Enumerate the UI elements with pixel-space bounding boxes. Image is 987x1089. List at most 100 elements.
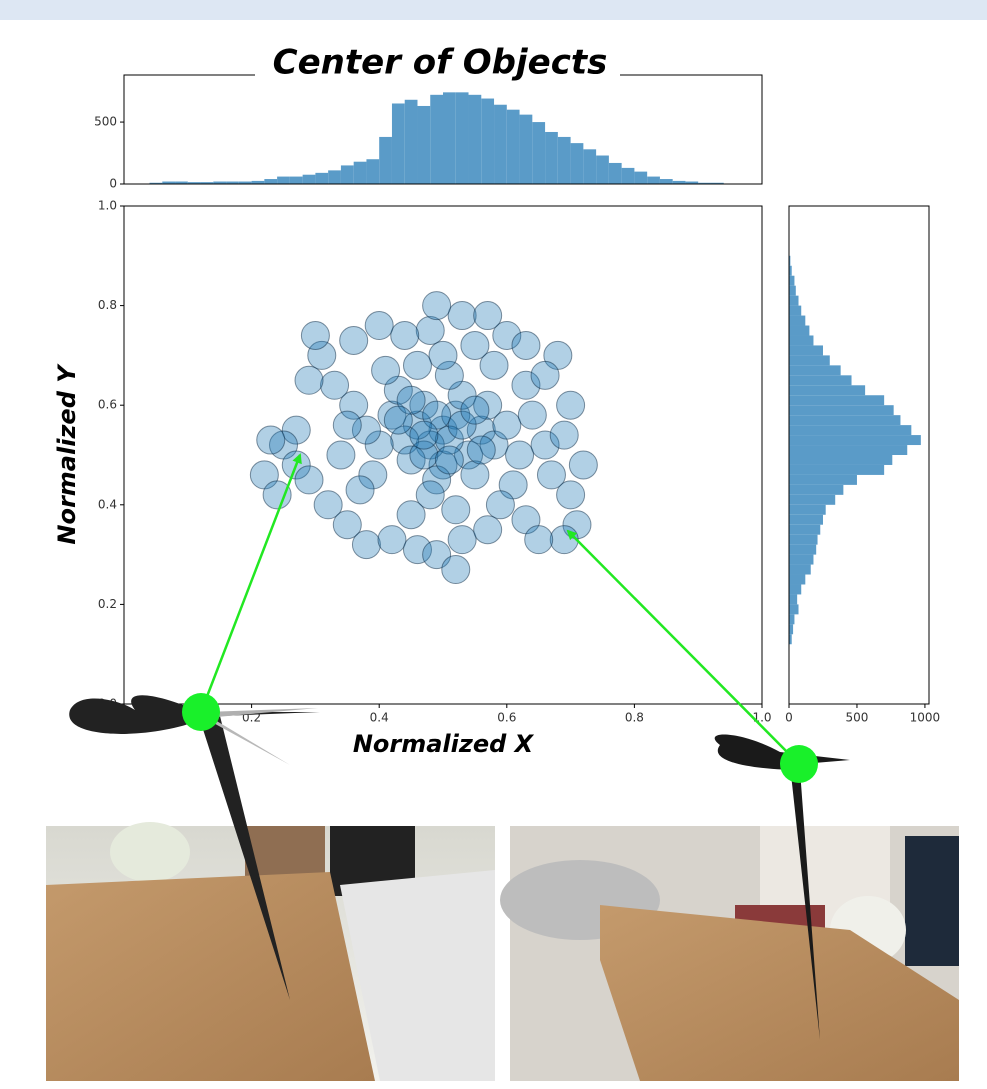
bar <box>596 156 609 184</box>
x-tick-label: 0.8 <box>625 711 644 725</box>
bar <box>789 375 852 385</box>
bar <box>532 122 545 184</box>
bar <box>789 465 884 475</box>
point <box>263 481 291 509</box>
bar <box>660 179 673 184</box>
point <box>429 341 457 369</box>
x-tick-label: 1000 <box>910 711 941 725</box>
bar <box>789 604 799 614</box>
figure: 0500Center of Objects0.00.20.40.60.81.00… <box>0 0 987 1089</box>
bar <box>789 415 900 425</box>
point <box>557 481 585 509</box>
bar <box>379 137 392 184</box>
bar <box>558 137 571 184</box>
bar <box>789 365 841 375</box>
bar <box>789 286 796 296</box>
point <box>391 321 419 349</box>
bar <box>789 515 823 525</box>
point <box>474 516 502 544</box>
bar <box>456 92 469 184</box>
top-strip <box>0 0 987 20</box>
bar <box>789 594 797 604</box>
point <box>461 396 489 424</box>
point <box>333 411 361 439</box>
bar <box>315 173 328 184</box>
bar <box>789 455 892 465</box>
bar <box>290 177 303 184</box>
point <box>518 401 546 429</box>
point <box>461 461 489 489</box>
bar <box>789 296 799 306</box>
bar <box>405 100 418 184</box>
point <box>397 501 425 529</box>
y-tick-label: 0.4 <box>98 497 117 511</box>
point <box>416 317 444 345</box>
arrow <box>568 531 799 764</box>
x-tick-label: 1.0 <box>752 711 771 725</box>
bar <box>789 575 805 585</box>
bar <box>341 165 354 184</box>
point <box>295 366 323 394</box>
bar <box>417 106 430 184</box>
point <box>486 491 514 519</box>
point <box>506 441 534 469</box>
bar <box>789 584 801 594</box>
point <box>301 321 329 349</box>
bar <box>789 395 884 405</box>
bar <box>789 316 805 326</box>
y-tick-label: 0.2 <box>98 597 117 611</box>
point <box>512 331 540 359</box>
point <box>550 421 578 449</box>
point <box>474 302 502 330</box>
y-tick-label: 1.0 <box>98 199 117 213</box>
photo-right <box>500 735 959 1081</box>
point <box>321 371 349 399</box>
bar <box>366 159 379 184</box>
y-tick-label: 0 <box>109 177 117 191</box>
x-tick-label: 0.4 <box>370 711 389 725</box>
bar <box>789 326 809 336</box>
x-tick-label: 0 <box>785 711 793 725</box>
point <box>448 526 476 554</box>
point <box>423 292 451 320</box>
bar <box>545 132 558 184</box>
point <box>442 556 470 584</box>
point <box>327 441 355 469</box>
bar <box>469 95 482 184</box>
point <box>493 411 521 439</box>
x-tick-label: 0.6 <box>497 711 516 725</box>
object-center <box>780 745 818 783</box>
point <box>403 351 431 379</box>
bar <box>789 345 823 355</box>
point <box>384 406 412 434</box>
point <box>295 466 323 494</box>
point <box>372 356 400 384</box>
bar <box>789 435 921 445</box>
x-tick-label: 500 <box>846 711 869 725</box>
bar <box>354 162 367 184</box>
bar <box>481 99 494 184</box>
bar <box>789 614 794 624</box>
bar <box>789 624 793 634</box>
point <box>352 531 380 559</box>
bar <box>430 95 443 184</box>
bar <box>507 110 520 184</box>
bar <box>789 335 813 345</box>
bar <box>303 175 316 184</box>
bar <box>264 179 277 184</box>
bar <box>789 565 811 575</box>
bar <box>609 163 622 184</box>
x-axis-label: Normalized X <box>353 730 535 758</box>
bar <box>520 115 533 184</box>
point <box>340 326 368 354</box>
bar <box>789 535 818 545</box>
bar <box>583 149 596 184</box>
bar <box>789 276 794 286</box>
point <box>557 391 585 419</box>
bar <box>494 105 507 184</box>
bar <box>789 495 835 505</box>
bar <box>622 168 635 184</box>
point <box>569 451 597 479</box>
point <box>435 446 463 474</box>
